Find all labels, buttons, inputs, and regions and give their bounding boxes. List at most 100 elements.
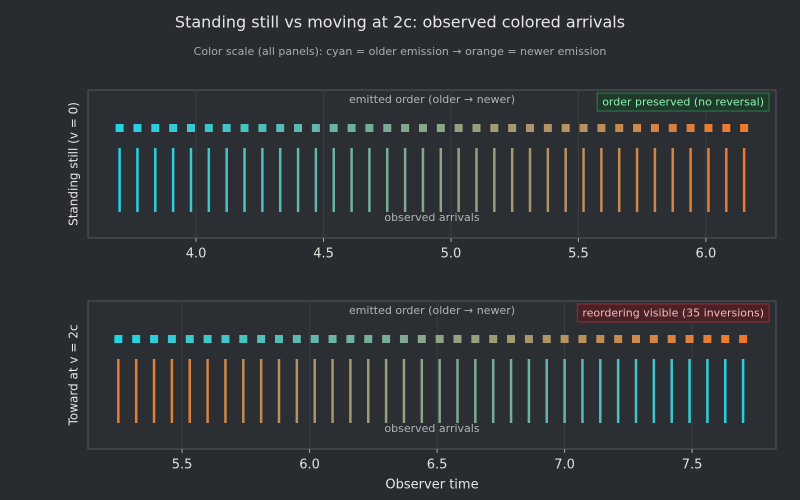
x-tick-label: 7.5	[682, 458, 703, 473]
badge-text: reordering visible (35 inversions)	[582, 307, 764, 320]
emitted-marker	[418, 124, 427, 132]
emitted-marker	[274, 335, 283, 343]
plot-area	[87, 300, 777, 450]
emitted-marker	[204, 124, 213, 132]
emitted-marker	[328, 335, 337, 343]
x-tick-label: 5.5	[568, 247, 589, 262]
badge-box	[596, 92, 770, 112]
emitted-marker	[346, 335, 355, 343]
emitted-marker	[704, 124, 713, 132]
badge: reordering visible (35 inversions)	[576, 303, 770, 323]
x-tick-label: 6.5	[427, 458, 448, 473]
emitted-marker	[133, 124, 142, 132]
emitted-marker	[471, 335, 480, 343]
emitted-marker	[722, 124, 731, 132]
emitted-marker	[454, 124, 463, 132]
emitted-marker	[203, 335, 212, 343]
emitted-marker	[668, 124, 677, 132]
emitted-label: emitted order (older → newer)	[349, 93, 515, 106]
x-tick-label: 7.0	[554, 458, 575, 473]
emitted-marker	[417, 335, 426, 343]
emitted-marker	[186, 124, 195, 132]
emitted-marker	[739, 335, 748, 343]
emitted-marker	[435, 335, 444, 343]
emitted-marker	[185, 335, 194, 343]
emitted-marker	[310, 335, 319, 343]
emitted-marker	[399, 335, 408, 343]
emitted-marker	[294, 124, 303, 132]
chart-subtitle: Color scale (all panels): cyan = older e…	[194, 45, 607, 58]
emitted-marker	[436, 124, 445, 132]
emitted-marker	[115, 124, 124, 132]
badge-box	[576, 303, 770, 323]
emitted-marker	[649, 335, 658, 343]
x-tick-label: 5.0	[441, 247, 462, 262]
emitted-marker	[578, 335, 587, 343]
emitted-marker	[167, 335, 176, 343]
badge: order preserved (no reversal)	[596, 92, 770, 112]
emitted-marker	[292, 335, 301, 343]
emitted-marker	[240, 124, 249, 132]
emitted-marker	[526, 124, 535, 132]
emitted-marker	[667, 335, 676, 343]
emitted-marker	[347, 124, 356, 132]
emitted-marker	[615, 124, 624, 132]
emitted-marker	[614, 335, 623, 343]
emitted-marker	[150, 335, 159, 343]
emitted-marker	[579, 124, 588, 132]
emitted-marker	[257, 335, 266, 343]
emitted-marker	[382, 335, 391, 343]
x-tick-label: 6.0	[299, 458, 320, 473]
x-tick-label: 5.5	[172, 458, 193, 473]
x-tick-label: 6.0	[696, 247, 717, 262]
emitted-marker	[169, 124, 178, 132]
x-tick-label: 4.0	[186, 247, 207, 262]
emitted-marker	[490, 124, 499, 132]
emitted-marker	[561, 124, 570, 132]
badge-text: order preserved (no reversal)	[602, 96, 764, 109]
emitted-marker	[632, 335, 641, 343]
emitted-marker	[686, 124, 695, 132]
emitted-marker	[132, 335, 141, 343]
y-axis-label: Toward at v = 2c	[67, 325, 81, 427]
emitted-marker	[597, 124, 606, 132]
emitted-marker	[542, 335, 551, 343]
emitted-marker	[507, 335, 516, 343]
emitted-marker	[383, 124, 392, 132]
emitted-marker	[114, 335, 123, 343]
emitted-marker	[151, 124, 160, 132]
emitted-marker	[650, 124, 659, 132]
emitted-marker	[633, 124, 642, 132]
emitted-marker	[453, 335, 462, 343]
x-axis-label: Observer time	[385, 478, 478, 493]
x-tick-label: 4.5	[313, 247, 334, 262]
emitted-label: emitted order (older → newer)	[349, 304, 515, 317]
chart-title: Standing still vs moving at 2c: observed…	[175, 13, 625, 32]
emitted-marker	[489, 335, 498, 343]
emitted-marker	[543, 124, 552, 132]
emitted-marker	[703, 335, 712, 343]
emitted-marker	[239, 335, 248, 343]
emitted-marker	[365, 124, 374, 132]
emitted-marker	[276, 124, 285, 132]
emitted-marker	[560, 335, 569, 343]
arrivals-label: observed arrivals	[384, 422, 479, 435]
emitted-marker	[596, 335, 605, 343]
arrivals-label: observed arrivals	[384, 211, 479, 224]
emitted-marker	[508, 124, 517, 132]
emitted-marker	[740, 124, 749, 132]
emitted-marker	[258, 124, 267, 132]
emitted-marker	[721, 335, 730, 343]
emitted-marker	[401, 124, 410, 132]
emitted-marker	[311, 124, 320, 132]
emitted-marker	[364, 335, 373, 343]
y-axis-label: Standing still (v = 0)	[67, 102, 81, 226]
emitted-marker	[472, 124, 481, 132]
emitted-marker	[221, 335, 230, 343]
plot-area	[87, 89, 777, 239]
emitted-marker	[685, 335, 694, 343]
emitted-marker	[329, 124, 338, 132]
emitted-marker	[222, 124, 231, 132]
emitted-marker	[524, 335, 533, 343]
